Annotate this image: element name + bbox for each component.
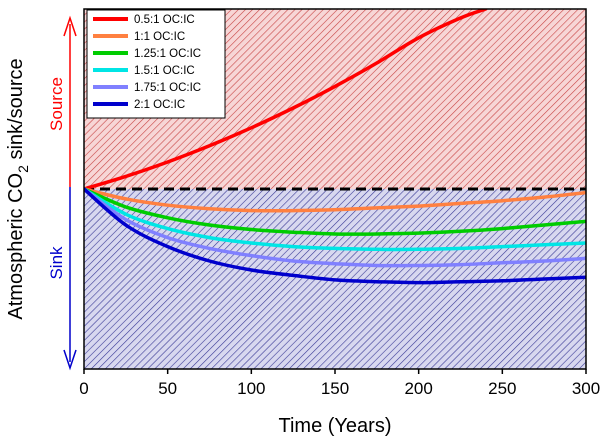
x-tick-label: 200 — [404, 379, 432, 398]
x-tick-label: 250 — [488, 379, 516, 398]
x-tick-label: 150 — [321, 379, 349, 398]
x-tick-label: 100 — [237, 379, 265, 398]
legend-label: 1:1 OC:IC — [134, 31, 185, 43]
series-line-6 — [84, 187, 586, 285]
legend-box — [86, 9, 226, 119]
sink-label: Sink — [47, 246, 66, 280]
series-line-4 — [84, 187, 586, 252]
series-lines — [84, 9, 586, 285]
legend: 0.5:1 OC:IC 1:1 OC:IC 1.25:1 OC:IC 1.5:1 OC… — [86, 9, 226, 119]
x-axis-title: Time (Years) — [279, 415, 392, 437]
legend-label: 2:1 OC:IC — [134, 99, 185, 111]
x-tick-label: 300 — [572, 379, 600, 398]
legend-label: 1.5:1 OC:IC — [134, 65, 195, 77]
source-arrow — [63, 15, 77, 187]
series-line-5 — [84, 187, 586, 268]
legend-label: 1.25:1 OC:IC — [134, 48, 201, 60]
series-line-3 — [84, 187, 586, 236]
series-line-1 — [84, 9, 488, 191]
series-line-2 — [84, 187, 586, 213]
x-tick-label: 50 — [158, 379, 177, 398]
legend-label: 1.75:1 OC:IC — [134, 82, 201, 94]
sink-arrow — [63, 187, 77, 371]
legend-label: 0.5:1 OC:IC — [134, 14, 195, 26]
x-tick-label: 0 — [79, 379, 88, 398]
source-label: Source — [47, 77, 66, 131]
x-axis: 0 50 100 150 200 250 300 — [79, 369, 600, 398]
y-axis-title: Atmospheric CO2 sink/source — [5, 58, 31, 319]
